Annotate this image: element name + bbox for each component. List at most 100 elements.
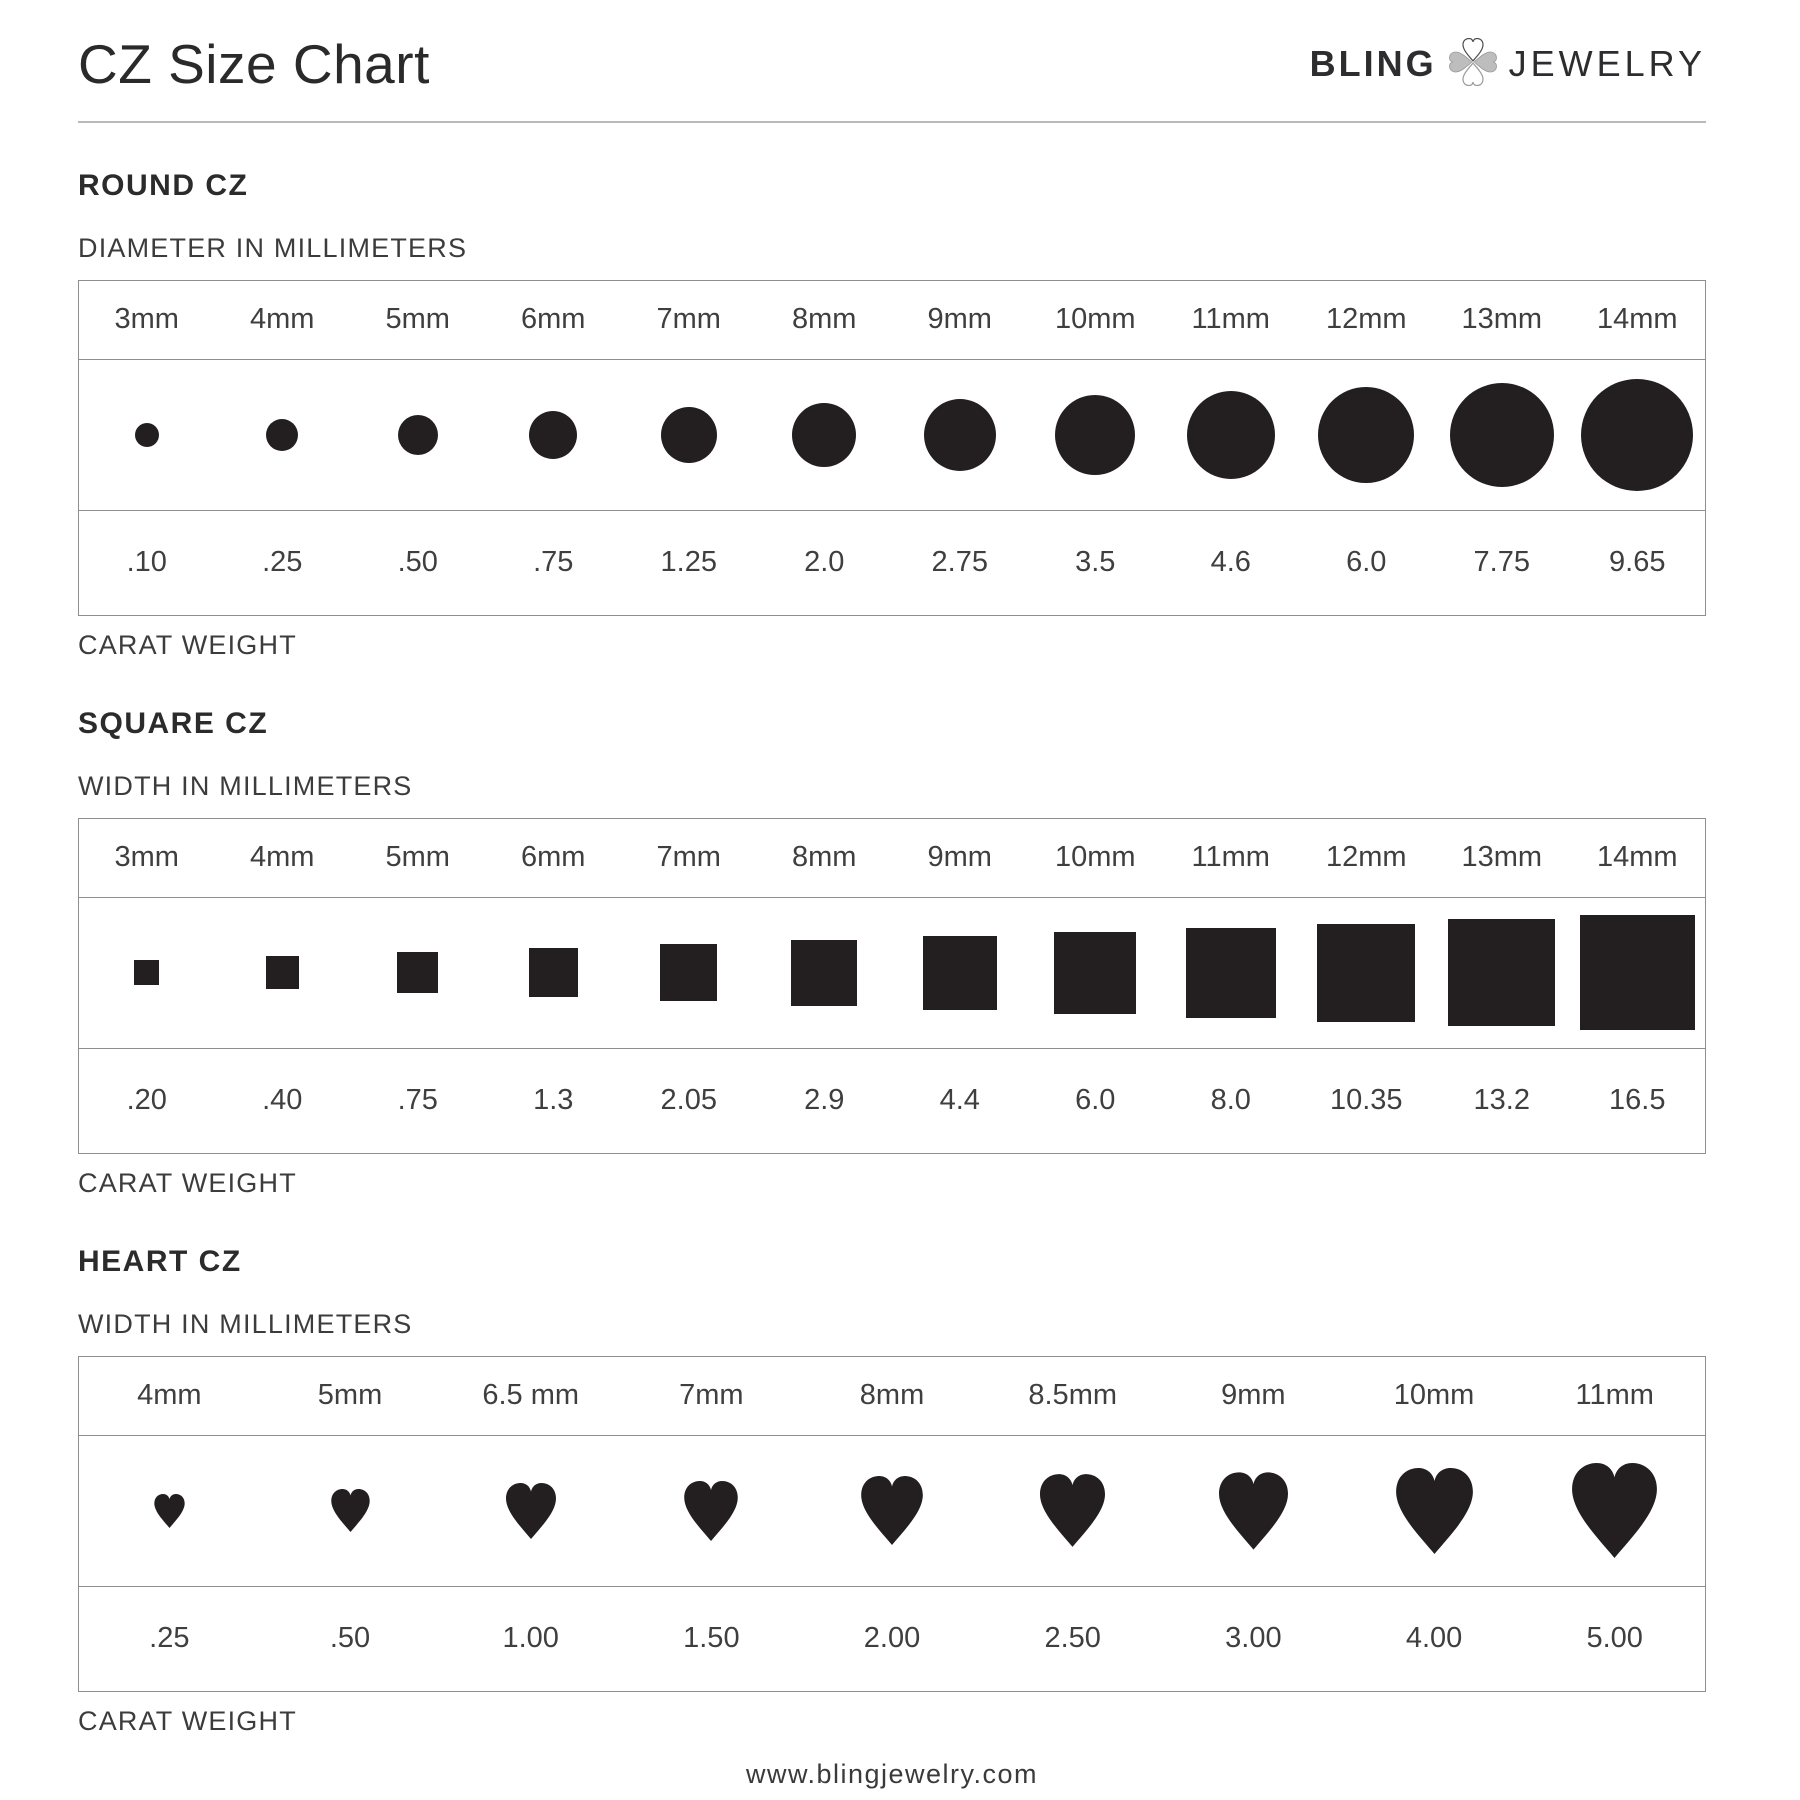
shape-cell — [350, 360, 486, 510]
section-round-cz: ROUND CZ DIAMETER IN MILLIMETERS 3mm 4mm 5… — [78, 169, 1706, 661]
carat-weight-value: 3.00 — [1225, 1622, 1282, 1654]
mm-label: 14mm — [1596, 303, 1678, 335]
carat-weight-cell: 6.0 — [1028, 1049, 1164, 1153]
size-column-header: 5mm — [260, 1357, 441, 1435]
shape-cell — [79, 360, 215, 510]
heart-cz-swatch-5mm — [330, 1489, 370, 1532]
carat-weight-cell: 2.75 — [892, 511, 1028, 615]
round-cz-swatch-9mm — [923, 398, 996, 471]
brand-name-bling: BLING — [1309, 43, 1437, 84]
carat-weight-cell: 2.50 — [982, 1587, 1163, 1691]
shape-cell — [486, 898, 622, 1048]
mm-label: 10mm — [1054, 841, 1136, 873]
carat-weight-label: CARAT WEIGHT — [78, 629, 297, 660]
shape-cell — [260, 1436, 441, 1586]
carat-weight-row: .25 .50 1.00 1.50 2.00 2.50 3.00 4.00 5.00 — [79, 1587, 1705, 1691]
size-column-header: 7mm — [621, 819, 757, 897]
mm-label: 8mm — [792, 303, 857, 335]
carat-weight-value: 2.9 — [804, 1084, 845, 1116]
shape-cell — [1163, 1436, 1344, 1586]
carat-weight-cell: .50 — [350, 511, 486, 615]
size-column-header: 14mm — [1570, 819, 1706, 897]
size-column-header: 8mm — [802, 1357, 983, 1435]
size-column-header: 8mm — [757, 819, 893, 897]
mm-label: 8mm — [792, 841, 857, 873]
mm-label: 9mm — [1221, 1379, 1286, 1411]
shape-cell — [215, 360, 351, 510]
round-cz-swatch-8mm — [792, 402, 857, 467]
carat-weight-cell: 8.0 — [1163, 1049, 1299, 1153]
section-title: ROUND CZ — [78, 168, 249, 202]
heart-cz-swatch-4mm — [154, 1493, 185, 1528]
brand-logo: BLING JEWELRY — [1309, 37, 1706, 95]
heart-cz-swatch-8mm — [861, 1476, 923, 1545]
square-cz-swatch-13mm — [1448, 919, 1556, 1026]
size-column-header: 4mm — [215, 819, 351, 897]
size-column-header: 6.5 mm — [440, 1357, 621, 1435]
mm-label: 7mm — [656, 303, 721, 335]
size-column-header: 13mm — [1434, 819, 1570, 897]
size-column-header: 11mm — [1524, 1357, 1705, 1435]
mm-label: 6.5 mm — [482, 1379, 580, 1411]
shape-cell — [215, 898, 351, 1048]
shape-cell — [757, 898, 893, 1048]
carat-weight-value: .25 — [149, 1622, 190, 1654]
square-cz-swatch-10mm — [1054, 931, 1137, 1014]
dimension-label: WIDTH IN MILLIMETERS — [78, 1308, 413, 1339]
mm-label: 11mm — [1191, 303, 1270, 335]
mm-label: 13mm — [1461, 303, 1543, 335]
round-size-table: 3mm 4mm 5mm 6mm 7mm 8mm 9mm 10mm 11mm 12mm 13mm 14m… — [78, 279, 1706, 616]
carat-weight-value: 3.5 — [1075, 546, 1116, 578]
shape-cell — [1163, 360, 1299, 510]
carat-weight-cell: 4.6 — [1163, 511, 1299, 615]
heart-size-table: 4mm 5mm 6.5 mm 7mm 8mm 8.5mm 9mm 10mm 11mm .25 .50… — [78, 1355, 1706, 1692]
mm-label: 5mm — [317, 1379, 383, 1411]
shape-row — [79, 1436, 1705, 1587]
shape-cell — [1570, 898, 1706, 1048]
shape-cell — [982, 1436, 1163, 1586]
carat-weight-value: 2.75 — [931, 546, 988, 578]
carat-weight-cell: 1.00 — [440, 1587, 621, 1691]
round-cz-swatch-14mm — [1581, 378, 1694, 491]
shape-cell — [79, 1436, 260, 1586]
carat-weight-value: 1.3 — [533, 1084, 574, 1116]
carat-weight-value: .75 — [397, 1084, 438, 1116]
mm-label: 10mm — [1054, 303, 1136, 335]
round-cz-swatch-10mm — [1055, 394, 1136, 475]
shape-cell — [621, 898, 757, 1048]
carat-weight-value: 1.00 — [502, 1622, 559, 1654]
page-title: CZ Size Chart — [78, 33, 430, 95]
carat-weight-cell: 2.05 — [621, 1049, 757, 1153]
mm-header-row: 3mm 4mm 5mm 6mm 7mm 8mm 9mm 10mm 11mm 12mm 13mm 14m… — [79, 281, 1705, 360]
dimension-label: DIAMETER IN MILLIMETERS — [78, 232, 468, 263]
carat-weight-cell: 10.35 — [1299, 1049, 1435, 1153]
heart-cz-swatch-11mm — [1572, 1463, 1658, 1558]
carat-weight-row: .10 .25 .50 .75 1.25 2.0 2.75 3.5 4.6 6.0 7.75 9.65 — [79, 511, 1705, 615]
square-cz-swatch-5mm — [397, 952, 439, 993]
size-column-header: 4mm — [215, 281, 351, 359]
mm-label: 14mm — [1596, 841, 1678, 873]
size-column-header: 4mm — [79, 1357, 260, 1435]
shape-row — [79, 898, 1705, 1049]
shape-cell — [892, 360, 1028, 510]
carat-weight-value: 2.05 — [660, 1084, 717, 1116]
carat-weight-label: CARAT WEIGHT — [78, 1705, 297, 1736]
size-column-header: 11mm — [1163, 281, 1299, 359]
size-column-header: 14mm — [1570, 281, 1706, 359]
shape-cell — [757, 360, 893, 510]
shape-cell — [1570, 360, 1706, 510]
carat-weight-label: CARAT WEIGHT — [78, 1167, 297, 1198]
carat-weight-cell: .75 — [486, 511, 622, 615]
carat-weight-value: .50 — [329, 1622, 371, 1654]
mm-label: 8mm — [859, 1379, 925, 1411]
carat-weight-value: 1.50 — [683, 1622, 740, 1654]
size-column-header: 7mm — [621, 1357, 802, 1435]
shape-cell — [1344, 1436, 1525, 1586]
shape-cell — [892, 898, 1028, 1048]
carat-weight-cell: .20 — [79, 1049, 215, 1153]
square-cz-swatch-14mm — [1579, 915, 1695, 1030]
size-column-header: 6mm — [486, 819, 622, 897]
round-cz-swatch-13mm — [1449, 382, 1554, 487]
carat-weight-value: .50 — [397, 546, 438, 578]
carat-weight-cell: 7.75 — [1434, 511, 1570, 615]
